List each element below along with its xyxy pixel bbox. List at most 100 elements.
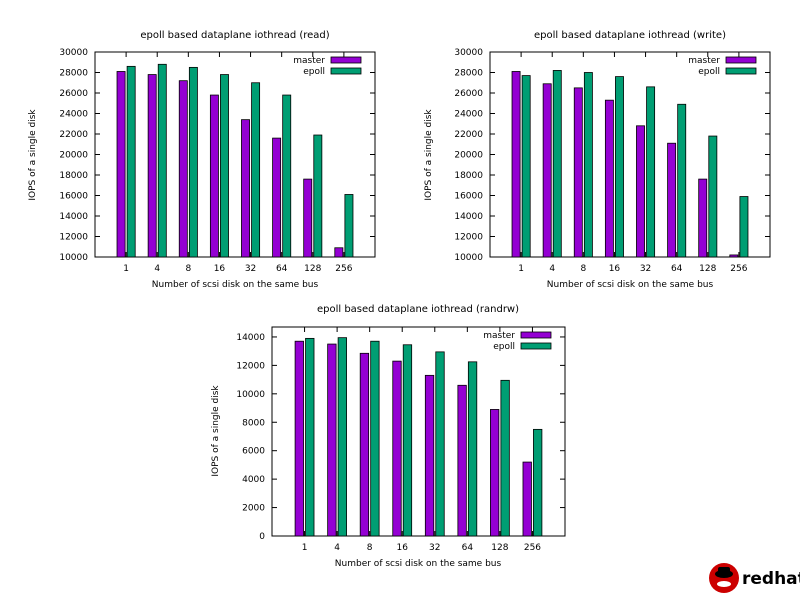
legend-label-epoll: epoll [303,67,325,77]
chart-read: 10000 12000 14000 16000 18000 20000 22000 24000… [28,30,376,290]
bar-master [303,178,313,258]
redhat-logo: redhat. [709,563,800,593]
bar-master [522,461,532,537]
bar-master [147,74,157,258]
bar-epoll [435,351,445,537]
y-tick-label: 26000 [59,89,88,99]
bar-master [604,99,614,258]
x-tick-label: 1 [518,264,524,274]
x-tick-label: 256 [730,264,747,274]
bar-epoll [313,134,323,258]
bar-master [667,142,677,258]
y-axis-label: IOPS of a single disk [424,109,434,201]
y-tick-label: 30000 [454,48,483,58]
y-tick-label: 30000 [59,48,88,58]
y-tick-label: 28000 [454,69,483,79]
bar-epoll [126,65,136,258]
bar-master [424,374,435,537]
legend-swatch-master [520,331,552,339]
x-tick-label: 8 [367,543,373,553]
x-tick-label: 64 [276,264,288,274]
x-tick-label: 4 [549,264,555,274]
bar-master [457,384,467,537]
legend-swatch-epoll [330,67,362,75]
bar-master [209,94,219,258]
y-tick-label: 6000 [242,447,265,457]
bar-master [573,87,583,258]
x-tick-label: 256 [524,543,541,553]
bar-master [178,80,188,258]
y-tick-label: 10000 [59,253,88,263]
x-tick-label: 1 [123,264,129,274]
bar-epoll [500,379,510,537]
x-axis-label: Number of scsi disk on the same bus [547,280,714,290]
bar-epoll [708,135,718,258]
bar-master [729,254,739,258]
bar-epoll [646,86,656,258]
legend-swatch-master [330,56,362,64]
legend-label-epoll: epoll [493,342,515,352]
y-tick-label: 10000 [236,390,265,400]
bar-epoll [220,74,229,258]
x-tick-label: 1 [302,543,308,553]
y-tick-label: 14000 [59,212,88,222]
chart-write: 10000 12000 14000 16000 18000 20000 22000 24000… [424,30,771,290]
x-tick-label: 128 [491,543,508,553]
x-tick-label: 4 [154,264,160,274]
chart-title: epoll based dataplane iothread (write) [534,30,726,41]
bar-epoll [305,337,315,537]
bar-master [542,83,552,258]
shadowman-icon [709,563,739,593]
x-tick-label: 8 [580,264,586,274]
y-tick-label: 22000 [454,130,483,140]
chart-title: epoll based dataplane iothread (randrw) [317,304,519,315]
bar-epoll [677,103,687,258]
bar-epoll [282,94,292,258]
x-axis-label: Number of scsi disk on the same bus [152,280,319,290]
bar-master [327,343,337,537]
plot-frame [94,51,376,258]
y-tick-label: 12000 [454,233,483,243]
x-tick-label: 16 [609,264,621,274]
bar-epoll [467,361,478,537]
x-tick-label: 64 [462,543,474,553]
x-tick-label: 32 [429,543,440,553]
bar-master [698,178,708,258]
bar-master [636,125,645,258]
y-tick-label: 0 [259,532,265,542]
x-tick-label: 8 [185,264,191,274]
bar-epoll [583,72,593,258]
bar-master [334,247,344,258]
bar-master [511,71,521,258]
y-tick-label: 28000 [59,69,88,79]
y-tick-label: 10000 [454,253,483,263]
bar-epoll [402,344,413,537]
y-tick-label: 18000 [454,171,483,181]
y-tick-label: 12000 [59,233,88,243]
y-tick-label: 20000 [59,151,88,161]
chart-title: epoll based dataplane iothread (read) [140,30,329,41]
y-tick-label: 22000 [59,130,88,140]
bar-epoll [337,337,347,537]
y-tick-label: 24000 [59,110,88,120]
bar-master [272,137,282,258]
y-tick-label: 20000 [454,151,483,161]
plot-frame [271,326,566,537]
y-tick-label: 16000 [59,192,88,202]
y-tick-label: 8000 [242,418,265,428]
x-tick-label: 128 [699,264,716,274]
y-tick-label: 14000 [454,212,483,222]
y-tick-label: 18000 [59,171,88,181]
y-tick-label: 14000 [236,333,265,343]
legend-swatch-master [725,56,757,64]
legend-label-master: master [688,56,720,66]
bar-epoll [251,82,261,258]
logo-text: redhat. [742,569,800,589]
bar-master [294,340,304,537]
legend-swatch-epoll [725,67,757,75]
x-tick-label: 4 [334,543,340,553]
legend-swatch-epoll [520,342,552,350]
x-tick-label: 64 [671,264,683,274]
bar-epoll [552,70,562,258]
